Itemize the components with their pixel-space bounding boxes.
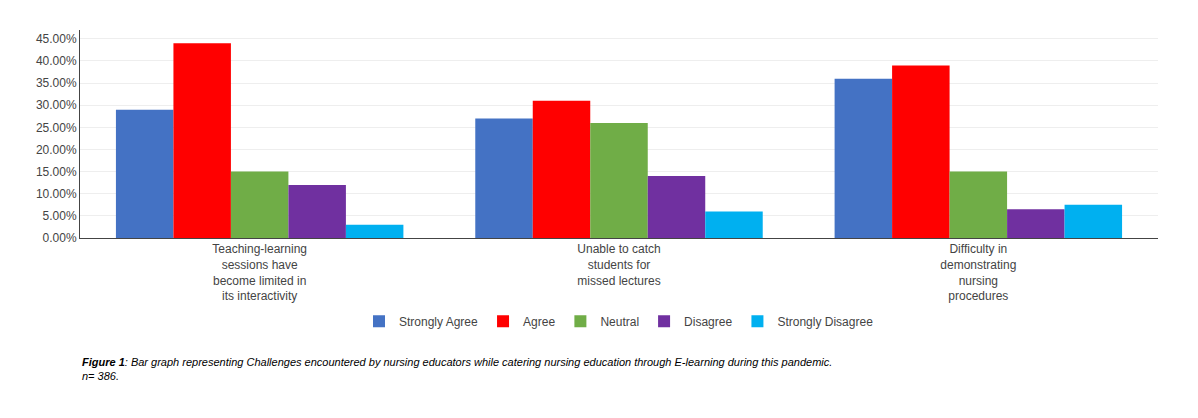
svg-text:Strongly Agree: Strongly Agree: [399, 315, 478, 329]
svg-text:Difficulty indemonstratingnurs: Difficulty indemonstratingnursingprocedu…: [940, 242, 1016, 303]
svg-text:Unable to catchstudents formis: Unable to catchstudents formissed lectur…: [577, 242, 660, 287]
svg-text:Neutral: Neutral: [600, 315, 639, 329]
svg-text:15.00%: 15.00%: [36, 165, 77, 179]
svg-text:30.00%: 30.00%: [36, 98, 77, 112]
svg-text:Figure 1: Bar graph representi: Figure 1: Bar graph representing Challen…: [82, 356, 832, 382]
svg-text:40.00%: 40.00%: [36, 54, 77, 68]
svg-text:45.00%: 45.00%: [36, 32, 77, 46]
svg-text:20.00%: 20.00%: [36, 143, 77, 157]
svg-text:Teaching-learningsessions have: Teaching-learningsessions havebecome lim…: [212, 242, 307, 303]
svg-text:10.00%: 10.00%: [36, 187, 77, 201]
svg-text:Strongly Disagree: Strongly Disagree: [777, 315, 873, 329]
svg-text:0.00%: 0.00%: [43, 231, 77, 245]
svg-text:25.00%: 25.00%: [36, 121, 77, 135]
svg-text:35.00%: 35.00%: [36, 76, 77, 90]
svg-text:Agree: Agree: [523, 315, 555, 329]
svg-text:Disagree: Disagree: [684, 315, 732, 329]
svg-text:5.00%: 5.00%: [43, 209, 77, 223]
